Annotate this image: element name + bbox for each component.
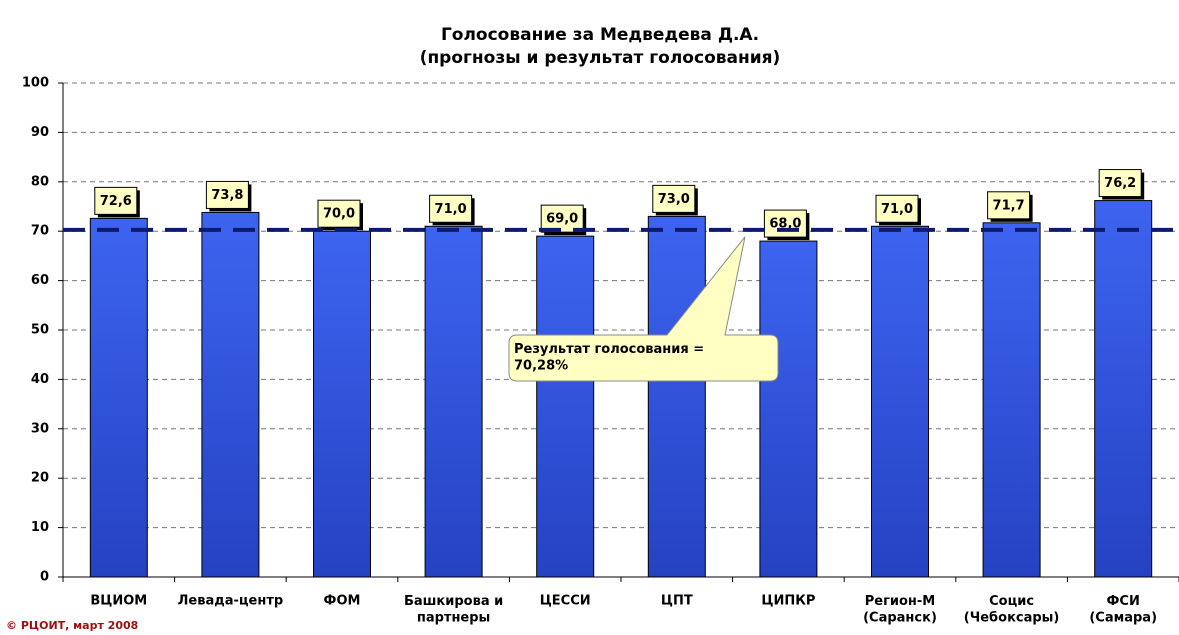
value-label-box [1098,169,1142,198]
y-tick-label: 90 [31,125,49,140]
value-label-box [987,191,1031,220]
y-tick-label: 30 [31,421,49,436]
value-label: 69,0 [546,212,578,227]
y-tick-label: 0 [40,570,49,585]
bar [1094,200,1153,578]
y-tick-label: 20 [31,471,49,486]
value-label: 73,8 [211,188,243,203]
value-label: 71,0 [435,202,467,217]
y-tick-label: 80 [31,174,49,189]
value-label-box [763,209,807,238]
x-tick-label: Левада-центр [178,594,284,609]
bar [759,240,818,578]
value-label-box [540,204,584,233]
value-label-box [317,199,361,228]
x-tick-label: ЦИПКР [761,594,815,609]
bar [89,217,148,578]
bar [313,230,371,578]
value-label: 71,7 [993,198,1025,213]
x-tick-label: Социс (Чебоксары) [964,594,1060,625]
value-label-box [205,180,249,209]
y-tick-label: 50 [31,323,49,338]
x-tick-label: ЦПТ [661,594,693,609]
y-tick-label: 40 [31,372,49,387]
x-tick-label: ЦЕССИ [540,594,591,609]
callout [508,236,779,382]
value-label-box [94,186,138,215]
value-label-box [652,184,696,213]
x-tick-label: Регион-М (Саранск) [863,594,937,625]
y-tick-label: 10 [31,520,49,535]
chart-title: Голосование за Медведева Д.А. [441,25,759,45]
y-tick-label: 60 [31,273,49,288]
y-tick-label: 100 [22,76,49,91]
value-label: 76,2 [1104,176,1136,191]
x-tick-label: ФОМ [324,594,361,609]
value-label: 73,0 [658,192,690,207]
bar [647,215,706,578]
value-label-box [429,194,473,223]
bar [201,211,260,578]
value-label: 72,6 [100,194,132,209]
bar [424,225,483,578]
value-label: 71,0 [881,202,913,217]
x-tick-label: ФСИ (Самара) [1089,594,1157,625]
value-label-box [875,194,919,223]
value-label: 70,0 [323,207,355,222]
footer: © РЦОИТ, март 2008 [6,619,138,632]
x-tick-label: Башкирова и партнеры [404,594,503,625]
y-tick-label: 70 [31,224,49,239]
bar [982,222,1041,578]
x-tick-label: ВЦИОМ [90,594,147,609]
chart-subtitle: (прогнозы и результат голосования) [420,48,781,68]
bar [871,225,929,578]
bar [536,235,595,578]
callout-label: Результат голосования = 70,28% [514,342,704,373]
